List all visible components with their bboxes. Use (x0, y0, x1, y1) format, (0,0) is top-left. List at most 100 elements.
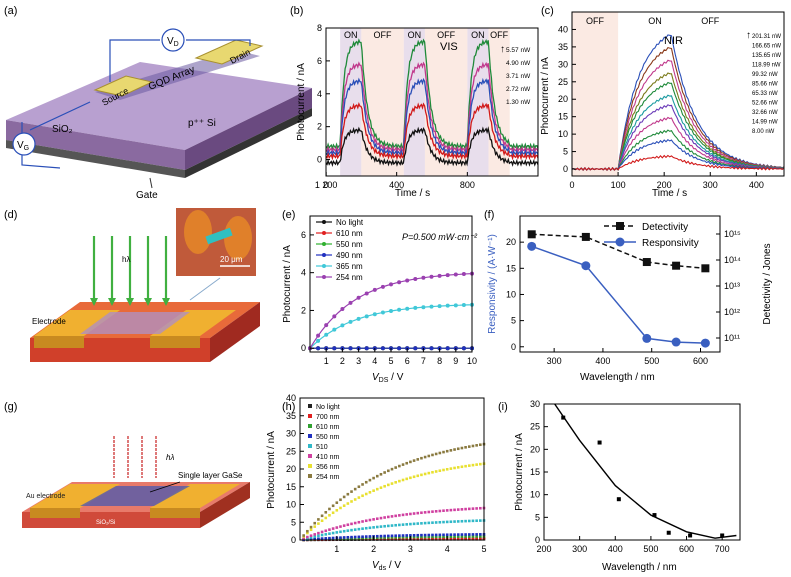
series-marker (372, 287, 377, 292)
series-marker (460, 446, 464, 450)
series-marker (467, 535, 471, 538)
series-line (325, 77, 539, 158)
legend-entry: 135.65 nW (752, 53, 781, 59)
series-marker (346, 492, 350, 496)
series-marker (346, 535, 350, 539)
panel-d-label: (d) (4, 209, 17, 221)
series-marker (328, 536, 331, 540)
legend-entry: 410 nm (316, 454, 340, 461)
light-ray-head (108, 298, 116, 306)
x-tick-label: 600 (679, 544, 694, 554)
series-marker (467, 536, 471, 540)
series-marker (700, 338, 710, 348)
electrode-left (34, 310, 120, 336)
y2-tick-label: 10¹⁴ (724, 255, 741, 265)
x-tick-label: 400 (608, 544, 623, 554)
svg-text:VD: VD (167, 36, 179, 48)
series-marker (464, 446, 467, 449)
d-electrode-label: Electrode (32, 317, 66, 326)
series-marker (335, 531, 339, 534)
y-tick-label: 0 (317, 155, 322, 165)
legend-entry: 550 nm (316, 434, 340, 441)
legend-entry: 118.99 nW (752, 63, 781, 69)
series-marker (431, 510, 434, 513)
series-marker (339, 506, 342, 510)
y-tick-label: 15 (530, 467, 540, 477)
series-marker (453, 508, 456, 512)
series-marker (306, 531, 309, 535)
series-marker (401, 534, 405, 537)
series-marker (479, 535, 482, 538)
y-tick-label: 2 (301, 305, 306, 315)
series-marker (332, 346, 337, 351)
series-marker (581, 232, 590, 241)
nanowire-channel (80, 312, 190, 334)
y-tick-label: 30 (558, 59, 568, 69)
series-marker (453, 303, 458, 308)
series-marker (324, 332, 329, 337)
series-marker (423, 535, 427, 539)
y-tick-label: 15 (558, 112, 568, 122)
series-marker (309, 536, 313, 539)
series-marker (401, 513, 405, 517)
series-marker (471, 535, 475, 538)
series-marker (324, 537, 328, 540)
series-marker (368, 535, 372, 538)
series-marker (479, 443, 482, 447)
y-tick-label: 8 (317, 23, 322, 33)
series-marker (442, 450, 445, 454)
series-marker (471, 519, 475, 523)
panel-c-frame (571, 11, 785, 177)
panel-g: (g) hλ Single layer GaSe Au electrode Si… (4, 401, 250, 528)
data-point (561, 415, 566, 420)
series-marker (460, 533, 464, 536)
x-tick-label: 400 (389, 180, 404, 190)
series-marker (464, 536, 467, 540)
series-marker (340, 323, 345, 328)
series-marker (445, 467, 449, 471)
legend-entry: 550 nm (336, 240, 363, 249)
series-marker (467, 533, 471, 536)
y-tick-label: 10 (530, 490, 540, 500)
series-marker (405, 523, 409, 526)
series-marker (412, 533, 416, 537)
panel-i: (i) 200 300 400 500 600 700 0 5 10 15 20 25 30 Wavel… (498, 399, 741, 573)
series-marker (324, 511, 328, 514)
series-marker (453, 448, 456, 451)
series-marker (380, 284, 385, 289)
series-marker (320, 537, 324, 540)
series-marker (372, 518, 375, 521)
series-line (325, 101, 539, 161)
panel-h-ylabel: Photocurrent / nA (266, 431, 277, 509)
series-marker (350, 500, 353, 503)
series-marker (364, 291, 369, 296)
series-marker (364, 492, 368, 496)
series-marker (320, 533, 324, 537)
series-marker (387, 515, 390, 519)
series-marker (335, 508, 339, 512)
series-marker (479, 519, 482, 522)
series-marker (412, 475, 416, 479)
series-marker (339, 525, 342, 528)
series-marker (383, 516, 386, 519)
series-marker (390, 482, 394, 485)
series-marker (479, 536, 482, 540)
series-marker (460, 519, 464, 523)
y-tick-label: 20 (506, 237, 516, 247)
series-marker (464, 519, 467, 523)
series-marker (353, 521, 357, 525)
series-marker (394, 537, 397, 540)
series-marker (434, 535, 438, 539)
series-marker (449, 508, 453, 512)
series-marker (420, 522, 423, 525)
series-marker (387, 524, 390, 528)
series-marker (348, 346, 353, 351)
series-marker (431, 537, 434, 540)
series-marker (364, 314, 369, 319)
y-tick-label: 5 (535, 512, 540, 522)
series-marker (475, 507, 478, 510)
x-tick-label: 3 (356, 356, 361, 366)
legend-entry: 365 nm (336, 262, 363, 271)
series-marker (316, 338, 321, 343)
